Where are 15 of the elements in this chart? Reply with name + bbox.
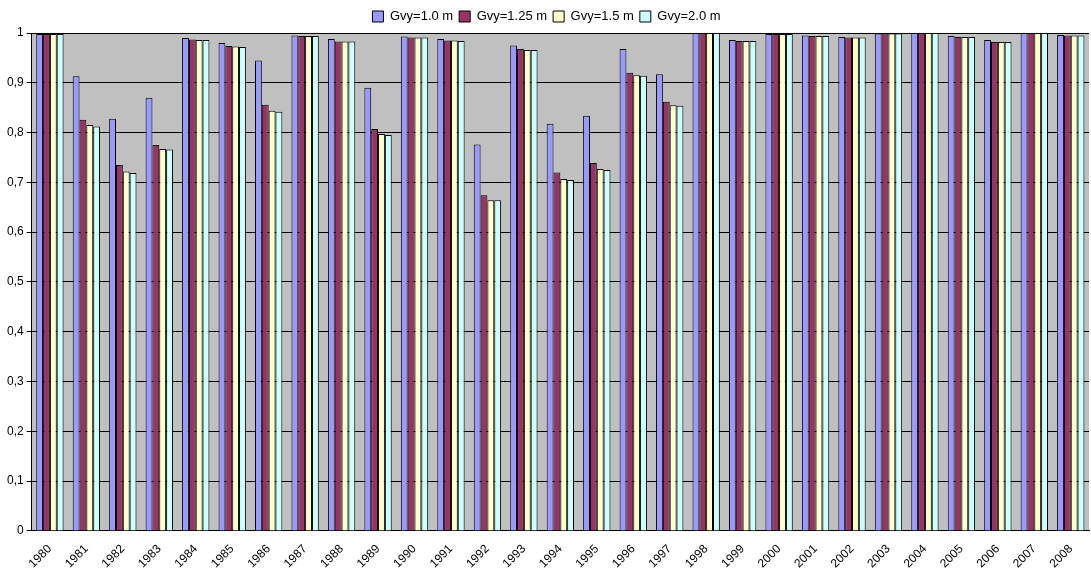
legend-label: Gvy=2.0 m — [657, 8, 721, 24]
legend-label: Gvy=1.25 m — [476, 8, 548, 24]
y-tick-label: 0,6 — [6, 224, 24, 239]
y-tick-label: 0,1 — [6, 473, 24, 488]
y-tick-label: 0 — [16, 523, 24, 538]
y-tick-label: 1 — [16, 25, 24, 40]
y-tick-label: 0,4 — [6, 324, 24, 339]
legend-label: Gvy=1.0 m — [389, 8, 454, 24]
y-tick-label: 0,2 — [6, 423, 24, 438]
y-tick-label: 0,3 — [6, 373, 24, 388]
y-tick-label: 0,5 — [6, 274, 24, 289]
y-tick-label: 0,8 — [6, 124, 24, 139]
y-tick-label: 0,7 — [6, 174, 24, 189]
y-tick-label: 0,9 — [6, 75, 24, 90]
legend-label: Gvy=1.5 m — [570, 8, 634, 24]
